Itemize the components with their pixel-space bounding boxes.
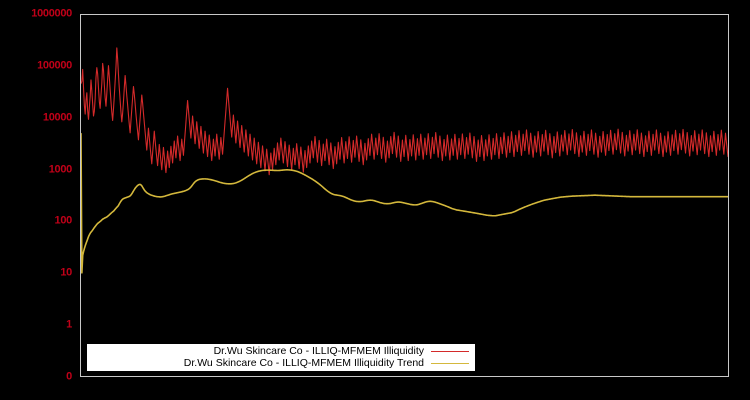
y-axis-tick-0: 0: [66, 370, 72, 383]
legend-label-illiquidity: Dr.Wu Skincare Co - ILLIQ-MFMEM Illiquid…: [213, 345, 424, 358]
plot-area: [80, 14, 729, 377]
y-axis-tick-10: 10: [60, 266, 72, 279]
y-axis-tick-1: 1: [66, 318, 72, 331]
plot-svg: [81, 47, 728, 274]
series-line-illiquidity-trend: [81, 132, 728, 274]
y-axis-tick-1000000: 1000000: [31, 7, 72, 20]
legend-swatch-illiquidity-trend: [431, 363, 469, 364]
legend-swatch-illiquidity: [431, 351, 469, 352]
legend-label-illiquidity-trend: Dr.Wu Skincare Co - ILLIQ-MFMEM Illiquid…: [183, 357, 424, 370]
y-axis: 1000000 100000 10000 1000 100 10 1 0: [0, 0, 76, 400]
y-axis-tick-100: 100: [54, 214, 73, 227]
series-line-illiquidity: [81, 47, 728, 176]
y-axis-tick-1000: 1000: [48, 163, 73, 176]
legend-item-illiquidity-trend: Dr.Wu Skincare Co - ILLIQ-MFMEM Illiquid…: [87, 358, 469, 370]
y-axis-tick-10000: 10000: [42, 111, 72, 124]
legend-item-illiquidity: Dr.Wu Skincare Co - ILLIQ-MFMEM Illiquid…: [87, 346, 469, 358]
chart-legend: Dr.Wu Skincare Co - ILLIQ-MFMEM Illiquid…: [87, 344, 475, 371]
y-axis-tick-100000: 100000: [37, 59, 72, 72]
